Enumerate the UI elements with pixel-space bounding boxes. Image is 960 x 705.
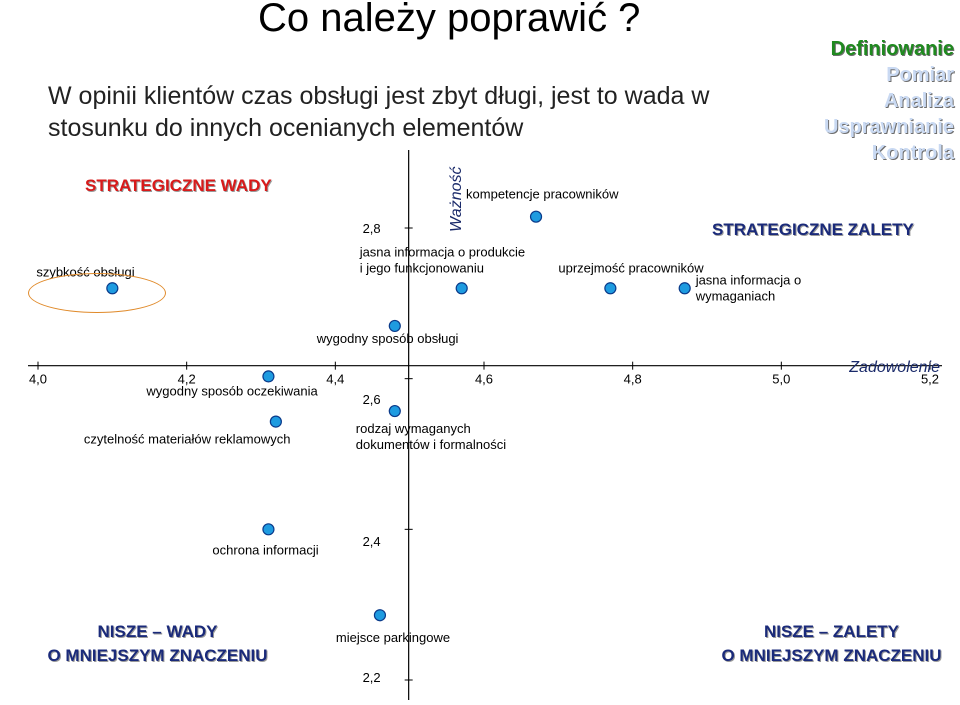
niche-weaknesses-line1: NISZE – WADY <box>97 622 218 641</box>
subtitle: W opinii klientów czas obsługi jest zbyt… <box>48 82 710 142</box>
data-point <box>262 370 275 383</box>
step-usprawnianie: Usprawnianie <box>823 116 954 138</box>
data-label: uprzejmość pracowników <box>558 260 704 275</box>
data-label: jasna informacja o wymaganiach <box>695 272 802 303</box>
data-point <box>262 523 275 536</box>
data-point <box>529 210 543 223</box>
quadrant-niche-strengths: NISZE – ZALETY O MNIEJSZYM ZNACZENIU <box>694 620 960 668</box>
y-tick-label: 2,4 <box>363 534 381 549</box>
step-kontrola: Kontrola <box>871 142 954 164</box>
data-label-line: czytelność materiałów reklamowych <box>84 432 291 447</box>
step-pomiar: Pomiar <box>886 64 954 86</box>
data-label-line: i jego funkcjonowaniu <box>360 260 484 275</box>
niche-weaknesses-line2: O MNIEJSZYM ZNACZENIU <box>47 646 268 665</box>
data-label-line: wygodny sposób obsługi <box>316 331 459 346</box>
data-label: wygodny sposób obsługi <box>316 331 459 346</box>
highlight-ellipse <box>28 273 166 313</box>
niche-strengths-line1: NISZE – ZALETY <box>763 622 900 641</box>
data-label-line: jasna informacja o produkcie <box>359 244 525 259</box>
data-label-line: miejsce parkingowe <box>336 630 450 645</box>
data-point <box>678 282 691 295</box>
data-label: kompetencje pracowników <box>466 187 619 202</box>
x-tick-label: 4,8 <box>624 372 642 387</box>
y-tick-label: 2,2 <box>363 670 381 685</box>
data-label: rodzaj wymaganych dokumentów i formalnośc… <box>356 421 506 452</box>
x-tick-label: 5,0 <box>772 372 790 387</box>
data-point <box>269 415 282 428</box>
data-label-line: wygodny sposób oczekiwania <box>145 383 318 398</box>
x-tick-label: 4,6 <box>475 372 493 387</box>
quadrant-niche-weaknesses: NISZE – WADY O MNIEJSZYM ZNACZENIU <box>20 620 295 668</box>
x-tick-label: 4,4 <box>326 372 344 387</box>
data-label: wygodny sposób oczekiwania <box>145 383 318 398</box>
process-steps: Definiowanie Pomiar Analiza Usprawnianie… <box>824 36 954 166</box>
data-point <box>455 282 468 295</box>
step-definiowanie: Definiowanie <box>830 38 954 60</box>
data-label-line: jasna informacja o <box>695 272 802 287</box>
data-point <box>373 609 387 622</box>
data-label-line: uprzejmość pracowników <box>558 260 704 275</box>
data-label: miejsce parkingowe <box>336 630 450 645</box>
data-label-line: kompetencje pracowników <box>466 187 619 202</box>
data-point <box>388 404 401 418</box>
data-point <box>388 319 401 333</box>
page-title: Co należy poprawić ? <box>258 0 641 40</box>
y-axis-title: Ważność <box>448 166 465 232</box>
y-tick-label: 2,6 <box>363 392 381 407</box>
step-analiza: Analiza <box>883 90 954 112</box>
x-tick-label: 4,2 <box>178 372 196 387</box>
quadrant-strategic-weaknesses: STRATEGICZNE WADY <box>85 176 272 195</box>
data-point <box>604 282 617 295</box>
data-label: jasna informacja o produkcie i jego funkc… <box>359 244 525 275</box>
data-label-line: rodzaj wymaganych <box>356 421 471 436</box>
x-tick-label: 5,2 <box>921 372 939 387</box>
quadrant-strategic-strengths: STRATEGICZNE ZALETY <box>712 220 914 239</box>
data-label: czytelność materiałów reklamowych <box>84 432 291 447</box>
data-label-line: wymaganiach <box>695 288 776 303</box>
x-axis-title: Zadowolenie <box>848 359 940 376</box>
x-tick-label: 4,0 <box>29 372 47 387</box>
niche-strengths-line2: O MNIEJSZYM ZNACZENIU <box>721 646 942 665</box>
data-label-line: ochrona informacji <box>212 542 318 557</box>
data-label-line: dokumentów i formalności <box>356 437 506 452</box>
y-tick-label: 2,8 <box>363 221 381 236</box>
data-label: ochrona informacji <box>212 542 318 557</box>
